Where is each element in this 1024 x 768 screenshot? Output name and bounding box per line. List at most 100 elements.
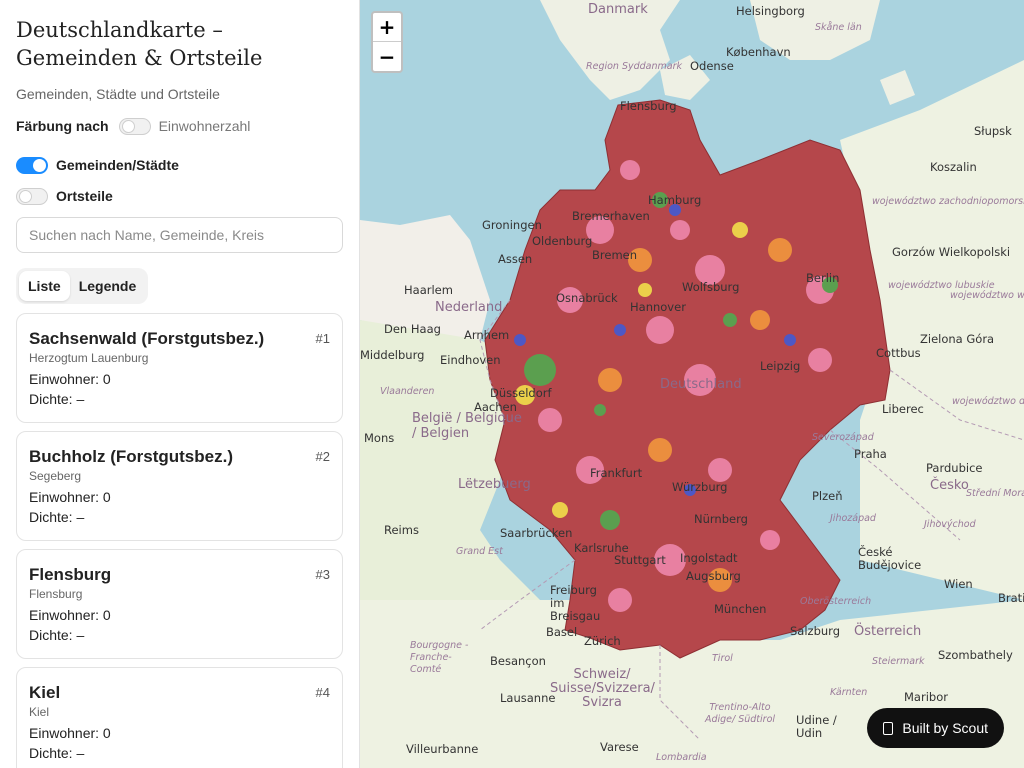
coloring-toggle[interactable] [118, 117, 151, 135]
map-label: Nürnberg [694, 512, 748, 526]
result-kreis: Segeberg [29, 469, 82, 483]
map-label: Střední Morava [966, 488, 1024, 499]
result-dichte: Dichte: – [29, 391, 85, 407]
result-rank: #3 [315, 567, 330, 582]
result-einwohner: Einwohner: 0 [29, 607, 111, 623]
map-canvas[interactable]: + − Danmark Helsingborg Skåne län Københ… [360, 0, 1024, 768]
land-mass [360, 600, 1024, 768]
map-label: Liberec [882, 402, 924, 416]
zoom-out-button[interactable]: − [378, 44, 396, 69]
result-name: Kiel [29, 683, 61, 702]
layer-row-ortsteile: Ortsteile [16, 187, 113, 205]
tab-legende[interactable]: Legende [78, 278, 137, 294]
map-label: Lëtzebuerg [458, 477, 531, 492]
country-borders [479, 299, 1024, 741]
ortsteile-toggle[interactable] [16, 187, 48, 205]
map-label: Bratisl [998, 591, 1024, 605]
result-name: Sachsenwald (Forstgutsbez.) [29, 329, 265, 348]
map-label: Eindhoven [440, 353, 501, 367]
map-label: Wolfsburg [682, 280, 740, 294]
toggle-knob [19, 189, 32, 203]
phone-icon [883, 721, 894, 735]
map-label: Hamburg [648, 193, 702, 207]
map-label: Česko [930, 478, 969, 493]
map-label: województwo dolnośląskie [952, 396, 1024, 407]
map-label: Middelburg [360, 348, 425, 362]
map-label: Vlaanderen [380, 386, 435, 397]
result-einwohner: Einwohner: 0 [29, 489, 111, 505]
map-label: Ingolstadt [680, 551, 738, 565]
map-label: Szombathely [938, 648, 1013, 662]
map-label: Österreich [854, 624, 922, 639]
map-label: České Budějovice [858, 545, 922, 572]
map-label: Tirol [712, 653, 733, 664]
ortsteile-label: Ortsteile [56, 188, 113, 204]
page-title: Deutschlandkarte – Gemeinden & Ortsteile [16, 18, 263, 70]
built-by-scout-button[interactable]: Built by Scout [867, 708, 1004, 748]
page-subtitle: Gemeinden, Städte und Ortsteile [16, 86, 220, 102]
map-label: Udine / Udin [796, 713, 837, 740]
coloring-row: Färbung nach Einwohnerzahl [16, 117, 250, 135]
map-label: Varese [600, 740, 639, 754]
map-label: Deutschland [660, 377, 742, 392]
gemeinden-toggle[interactable] [16, 156, 48, 174]
result-dichte: Dichte: – [29, 627, 85, 643]
map-label: Grand Est [456, 546, 503, 557]
map-label: Karlsruhe [574, 541, 629, 555]
map-label: Villeurbanne [406, 742, 479, 756]
result-card[interactable]: Flensburg #3 Flensburg Einwohner: 0 Dich… [16, 549, 343, 659]
map-label: Haarlem [404, 283, 453, 297]
result-kreis: Herzogtum Lauenburg [29, 351, 149, 365]
map-label: Basel [546, 625, 578, 639]
result-name: Buchholz (Forstgutsbez.) [29, 447, 233, 466]
result-card[interactable]: Buchholz (Forstgutsbez.) #2 Segeberg Ein… [16, 431, 343, 541]
land-mass [360, 320, 560, 620]
result-rank: #1 [315, 331, 330, 346]
built-by-label: Built by Scout [902, 720, 988, 736]
map-label: München [714, 602, 767, 616]
map-label: Düsseldorf [490, 386, 552, 400]
map-label: Plzeň [812, 489, 843, 503]
results-list: Sachsenwald (Forstgutsbez.) #1 Herzogtum… [16, 313, 343, 768]
search-input[interactable] [16, 217, 343, 253]
map-label: Würzburg [672, 480, 728, 494]
gemeinden-label: Gemeinden/Städte [56, 157, 179, 173]
map-label: Zürich [584, 634, 621, 648]
choropleth-patches [514, 160, 838, 612]
map-label: Leipzig [760, 359, 801, 373]
map-label: Maribor [904, 690, 948, 704]
zoom-in-button[interactable]: + [373, 13, 401, 42]
map-label: Lausanne [500, 691, 556, 705]
map-label: Nederland [435, 300, 503, 315]
map-label: Cottbus [876, 346, 921, 360]
zoom-control: + − [371, 11, 403, 73]
land-mass [360, 215, 490, 340]
map-label: København [726, 45, 791, 59]
tab-liste[interactable]: Liste [19, 271, 70, 301]
map-label: Reims [384, 523, 419, 537]
sidebar: Deutschlandkarte – Gemeinden & Ortsteile… [0, 0, 360, 768]
map-label: Schweiz/ Suisse/Svizzera/ Svizra [550, 667, 655, 710]
view-tabs: Liste Legende [16, 268, 149, 304]
coloring-label: Färbung nach [16, 118, 109, 134]
land-mass [540, 0, 680, 100]
map-label: Berlin [806, 271, 840, 285]
result-name: Flensburg [29, 565, 112, 584]
map-label: Bremerhaven [572, 209, 650, 223]
result-card[interactable]: Kiel #4 Kiel Einwohner: 0 Dichte: – [16, 667, 343, 768]
land-mass [840, 60, 1024, 600]
map-label: België / Belgique / Belgien [412, 411, 522, 441]
result-card[interactable]: Sachsenwald (Forstgutsbez.) #1 Herzogtum… [16, 313, 343, 423]
result-dichte: Dichte: – [29, 745, 85, 761]
result-einwohner: Einwohner: 0 [29, 371, 111, 387]
map-label: Wien [944, 577, 973, 591]
map-label: Mons [364, 431, 395, 445]
map-label: Odense [690, 59, 734, 73]
map-label: Jihovýchod [924, 519, 976, 530]
result-rank: #2 [315, 449, 330, 464]
result-dichte: Dichte: – [29, 509, 85, 525]
map-label: Augsburg [686, 569, 741, 583]
map-label: Helsingborg [736, 4, 805, 18]
map-label: Bourgogne - Franche-Comté [410, 640, 469, 675]
map-label: Groningen [482, 218, 542, 232]
